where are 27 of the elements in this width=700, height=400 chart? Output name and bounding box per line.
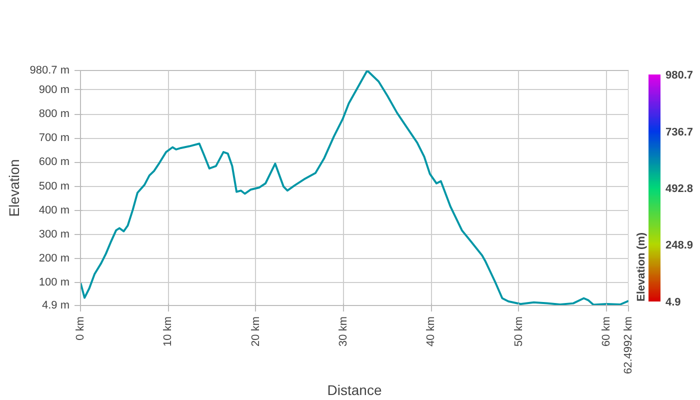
y-tick-label: 800 m <box>38 108 70 120</box>
x-tick-label: 62.4992 km <box>622 316 634 374</box>
color-bar-label: 736.7 <box>666 126 694 138</box>
x-tick-label: 20 km <box>250 316 262 346</box>
color-bar-label: 248.9 <box>666 240 694 252</box>
y-tick-label: 900 m <box>38 84 70 96</box>
y-tick-label: 200 m <box>38 252 70 265</box>
x-axis-title: Distance <box>327 382 382 398</box>
x-tick-label: 10 km <box>162 316 174 346</box>
color-bar-label: 4.9 <box>666 296 681 308</box>
y-tick-label: 400 m <box>38 204 70 216</box>
y-tick-label: 980.7 m <box>30 64 70 76</box>
x-tick-label: 50 km <box>512 316 525 346</box>
x-tick-label: 40 km <box>425 316 438 346</box>
y-tick-label: 4.9 m <box>42 300 70 312</box>
y-tick-label: 100 m <box>38 276 70 289</box>
color-bar-title: Elevation (m) <box>636 232 648 302</box>
color-bar-label: 492.8 <box>666 183 694 195</box>
x-tick-label: 30 km <box>338 316 350 346</box>
y-tick-label: 300 m <box>38 228 70 240</box>
y-tick-label: 600 m <box>38 156 70 168</box>
x-tick-label: 60 km <box>600 316 613 346</box>
y-tick-label: 700 m <box>38 132 70 144</box>
y-tick-label: 500 m <box>38 180 70 192</box>
x-tick-label: 0 km <box>74 316 86 340</box>
color-bar-label: 980.7 <box>666 70 694 82</box>
y-axis-title: Elevation <box>6 159 22 217</box>
